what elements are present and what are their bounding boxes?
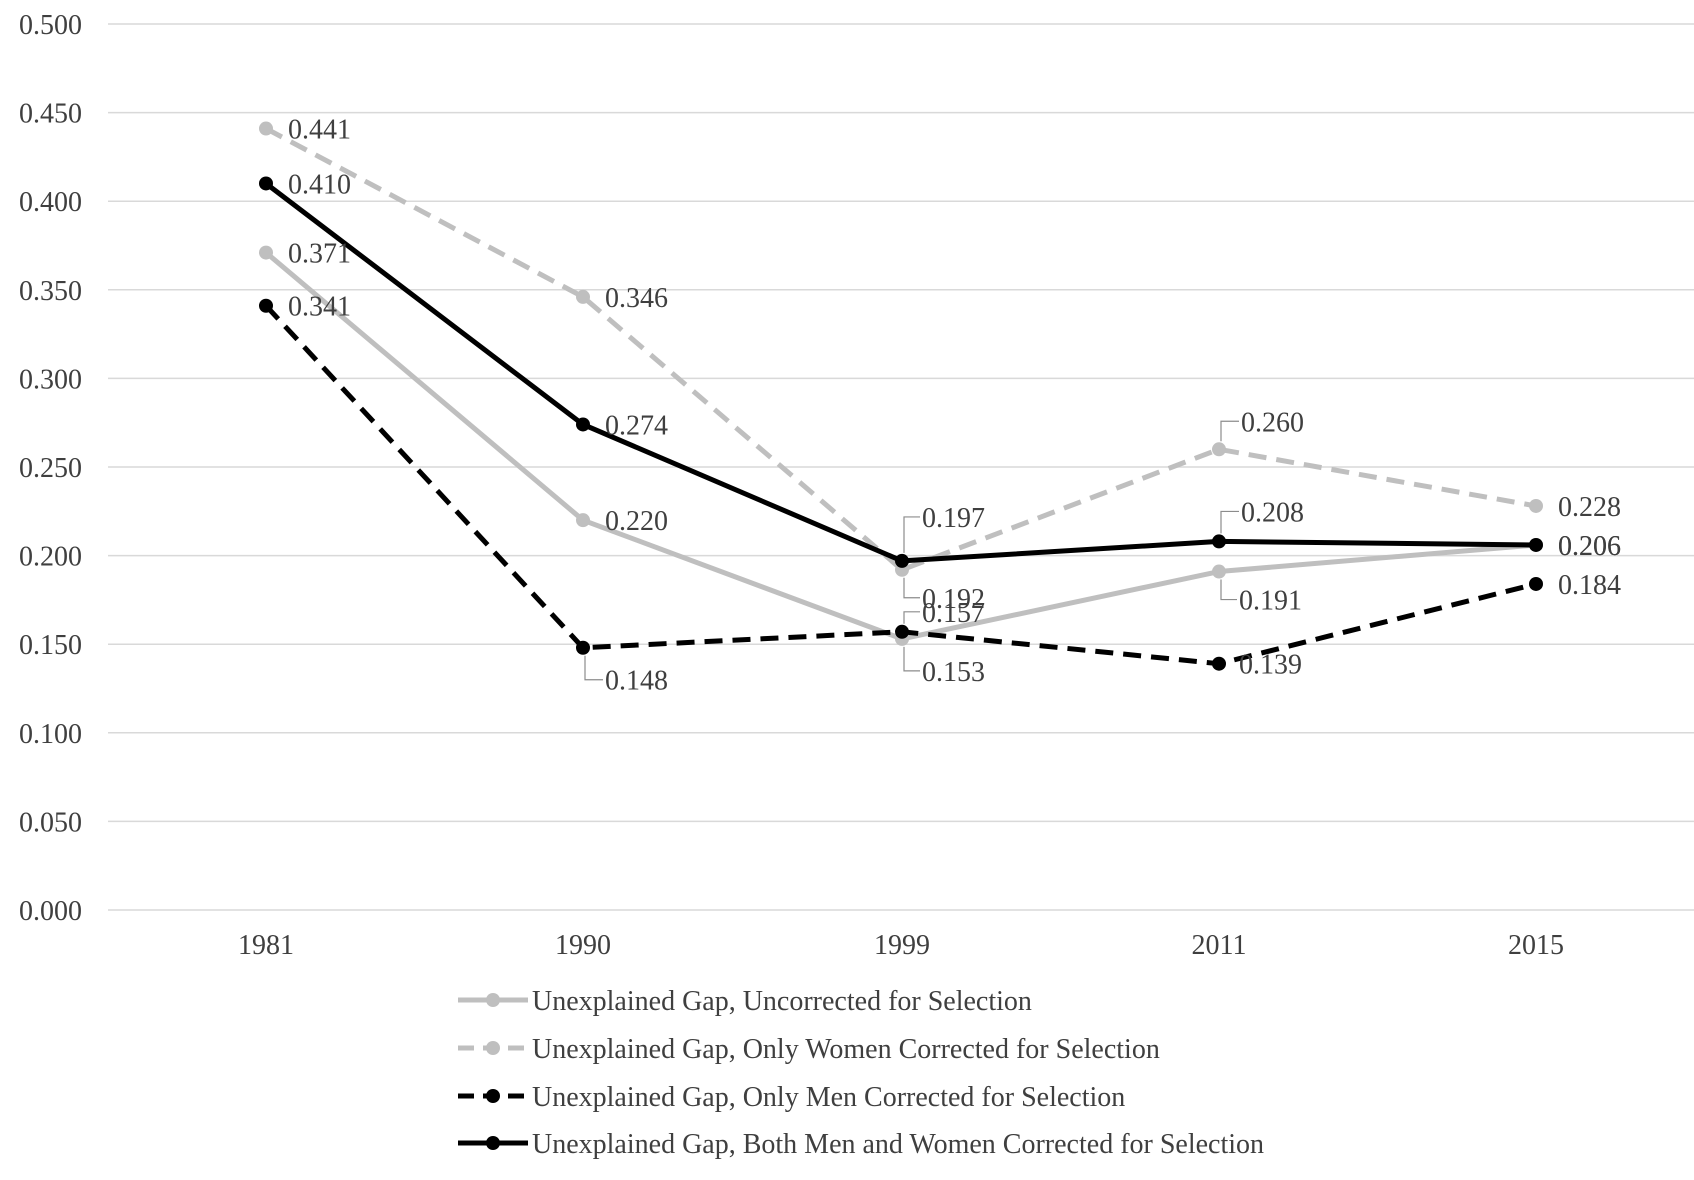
data-point — [895, 553, 909, 568]
series — [259, 121, 1543, 577]
legend-swatch-marker — [486, 1089, 500, 1103]
data-labels: 0.371 0.220 0.153 0.191 0.206 0.441 0.346 0.192… — [288, 115, 1621, 697]
data-point — [259, 245, 273, 260]
data-point — [1529, 537, 1543, 552]
gridlines — [108, 23, 1694, 911]
data-point — [1212, 534, 1226, 549]
data-label: 0.139 — [1239, 650, 1302, 681]
data-point — [259, 121, 273, 136]
data-label: 0.153 — [922, 657, 985, 688]
series-lines — [259, 121, 1543, 671]
data-label: 0.148 — [605, 666, 668, 697]
legend-swatch-marker — [486, 993, 500, 1007]
series-line — [264, 304, 1537, 667]
legend-label: Unexplained Gap, Both Men and Women Corr… — [532, 1129, 1264, 1160]
data-point — [895, 624, 909, 639]
x-axis-tick-labels: 1981 1990 1999 2011 2015 — [238, 930, 1564, 961]
data-label: 0.184 — [1558, 570, 1621, 601]
y-tick-label: 0.200 — [19, 542, 82, 573]
y-tick-label: 0.150 — [19, 630, 82, 661]
data-point — [259, 298, 273, 313]
y-tick-label: 0.350 — [19, 276, 82, 307]
data-label: 0.191 — [1239, 586, 1302, 617]
data-label: 0.206 — [1558, 531, 1621, 562]
data-label: 0.274 — [605, 410, 668, 441]
x-tick-label: 2015 — [1508, 930, 1564, 961]
x-tick-label: 2011 — [1192, 930, 1247, 961]
legend-swatch-marker — [486, 1041, 500, 1055]
x-tick-label: 1999 — [874, 930, 930, 961]
leader-line — [903, 516, 920, 553]
y-tick-label: 0.500 — [19, 10, 82, 41]
legend-item: Unexplained Gap, Both Men and Women Corr… — [458, 1129, 1264, 1160]
data-point — [576, 640, 590, 655]
series-line — [264, 126, 1537, 573]
leader-line — [584, 655, 603, 681]
leader-line — [903, 577, 920, 599]
data-point — [576, 289, 590, 304]
series — [259, 245, 1543, 646]
data-label: 0.206 — [1558, 531, 1621, 562]
leader-line — [903, 611, 920, 624]
series-line — [264, 181, 1537, 564]
data-label: 0.208 — [1241, 497, 1304, 528]
y-tick-label: 0.100 — [19, 719, 82, 750]
data-label: 0.228 — [1558, 492, 1621, 523]
data-label: 0.371 — [288, 239, 351, 270]
y-tick-label: 0.400 — [19, 187, 82, 218]
legend-item: Unexplained Gap, Only Men Corrected for … — [458, 1082, 1125, 1113]
legend: Unexplained Gap, Uncorrected for Selecti… — [458, 986, 1264, 1160]
legend-label: Unexplained Gap, Only Women Corrected fo… — [532, 1034, 1160, 1065]
data-label: 0.346 — [605, 283, 668, 314]
data-label: 0.197 — [922, 503, 985, 534]
y-tick-label: 0.300 — [19, 364, 82, 395]
data-label: 0.260 — [1241, 407, 1304, 438]
data-point — [1212, 564, 1226, 579]
data-point — [1212, 656, 1226, 671]
data-point — [259, 176, 273, 191]
leader-line — [1220, 579, 1237, 601]
data-point — [1529, 576, 1543, 591]
legend-label: Unexplained Gap, Only Men Corrected for … — [532, 1082, 1125, 1113]
leader-line — [903, 646, 920, 672]
series — [259, 176, 1543, 568]
legend-swatch-marker — [486, 1136, 500, 1150]
x-tick-label: 1990 — [555, 930, 611, 961]
y-axis-tick-labels: 0.000 0.050 0.100 0.150 0.200 0.250 0.300 0.350… — [19, 10, 82, 927]
legend-item: Unexplained Gap, Uncorrected for Selecti… — [458, 986, 1032, 1017]
x-tick-label: 1981 — [238, 930, 294, 961]
legend-label: Unexplained Gap, Uncorrected for Selecti… — [532, 986, 1032, 1017]
data-label: 0.220 — [605, 506, 668, 537]
data-point — [576, 513, 590, 528]
y-tick-label: 0.250 — [19, 453, 82, 484]
data-label-leader-lines — [584, 420, 1239, 681]
legend-item: Unexplained Gap, Only Women Corrected fo… — [458, 1034, 1160, 1065]
y-tick-label: 0.050 — [19, 807, 82, 838]
y-tick-label: 0.450 — [19, 99, 82, 130]
data-label: 0.410 — [288, 169, 351, 200]
y-tick-label: 0.000 — [19, 896, 82, 927]
data-label: 0.157 — [922, 598, 985, 629]
data-point — [576, 417, 590, 432]
data-point — [1529, 498, 1543, 513]
data-label: 0.441 — [288, 115, 351, 146]
data-label: 0.192 — [922, 584, 985, 615]
data-point — [1212, 442, 1226, 457]
leader-line — [1220, 510, 1239, 534]
series — [259, 298, 1543, 671]
series-line — [264, 250, 1537, 642]
data-label: 0.341 — [288, 292, 351, 323]
leader-line — [1220, 420, 1239, 442]
